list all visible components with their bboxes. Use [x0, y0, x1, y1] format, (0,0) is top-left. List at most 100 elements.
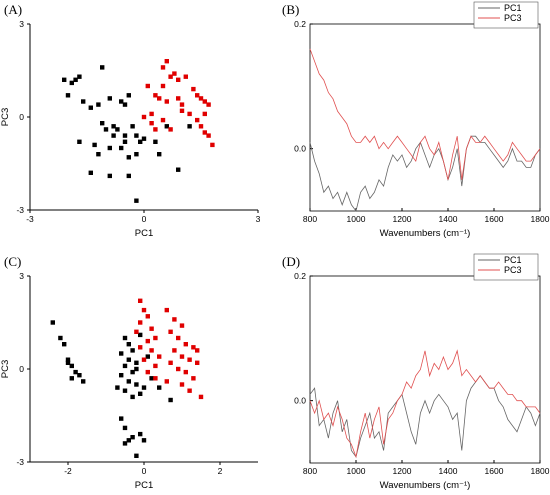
series-line-pc3 — [309, 349, 541, 459]
data-point — [69, 80, 74, 86]
data-point — [107, 145, 112, 151]
y-tick-label: -3 — [16, 457, 24, 467]
data-point — [172, 317, 177, 322]
data-point — [138, 345, 143, 350]
data-point — [191, 345, 196, 350]
data-point — [77, 139, 82, 144]
data-point — [130, 369, 135, 375]
data-point — [157, 96, 162, 101]
panel-a-label: (A) — [4, 2, 22, 17]
data-point — [176, 96, 181, 101]
data-point — [126, 438, 131, 443]
data-point — [126, 173, 131, 179]
data-point — [130, 435, 135, 440]
legend-label-pc3: PC3 — [504, 265, 522, 275]
y-axis-title: PC3 — [0, 360, 11, 378]
data-point — [103, 127, 109, 132]
data-point — [141, 357, 147, 362]
data-point — [145, 83, 150, 89]
data-point — [153, 139, 158, 144]
data-point — [134, 198, 139, 203]
data-point — [119, 145, 124, 151]
x-tick-label: -3 — [26, 214, 34, 224]
data-point — [138, 431, 143, 437]
data-point — [145, 369, 150, 375]
data-point — [157, 354, 162, 359]
data-point — [50, 320, 55, 325]
data-point — [157, 385, 162, 390]
data-point — [138, 298, 143, 303]
data-point — [130, 124, 135, 129]
data-point — [168, 397, 173, 403]
data-point — [206, 102, 211, 107]
data-point — [160, 83, 166, 89]
x-tick-label: 800 — [303, 214, 317, 224]
data-point — [149, 111, 154, 117]
plot-frame — [309, 23, 541, 212]
series-line-pc1 — [309, 375, 541, 458]
data-point — [73, 369, 78, 375]
data-point — [115, 385, 120, 390]
x-tick-label: 1600 — [485, 214, 504, 224]
data-point — [111, 133, 116, 138]
x-tick-label: 1400 — [439, 214, 458, 224]
data-point — [100, 121, 105, 126]
y-tick-label: 3 — [19, 271, 24, 281]
data-point — [65, 357, 71, 362]
x-tick-label: 1600 — [485, 466, 504, 476]
legend-label-pc3: PC3 — [504, 13, 522, 23]
legend-label-pc1: PC1 — [504, 255, 522, 265]
data-point — [130, 348, 135, 353]
data-point — [122, 139, 128, 144]
spectrum-plot-d: 800 1000 1200 1400 1600 1800 0.2 0.0 Wavenumbers… — [294, 253, 550, 491]
data-point — [172, 348, 177, 353]
plot-frame — [309, 275, 541, 464]
data-point — [202, 111, 207, 117]
data-point — [122, 133, 128, 138]
data-point — [100, 65, 105, 70]
data-point — [77, 74, 82, 79]
data-point — [141, 136, 147, 141]
data-point — [153, 335, 158, 341]
y-tick-label: 0 — [19, 112, 24, 122]
data-point — [126, 93, 131, 98]
data-point — [179, 354, 185, 359]
data-point — [145, 354, 150, 359]
data-point — [134, 382, 139, 387]
x-axis-title: PC1 — [135, 480, 153, 491]
data-point — [107, 96, 112, 101]
data-point — [153, 127, 158, 132]
data-point — [164, 99, 169, 104]
data-point — [126, 379, 131, 384]
data-point — [172, 71, 177, 76]
data-point — [198, 394, 204, 400]
data-point — [160, 65, 166, 70]
data-point — [122, 363, 128, 369]
data-point — [58, 335, 63, 341]
data-point — [81, 99, 86, 104]
data-point — [168, 360, 173, 365]
y-tick-label: 0 — [19, 364, 24, 374]
data-point — [176, 77, 181, 82]
data-point — [130, 394, 135, 400]
data-point — [149, 376, 154, 381]
data-point — [65, 360, 71, 365]
data-point — [115, 127, 120, 132]
y-tick-label: 0.2 — [294, 271, 306, 281]
data-point — [198, 124, 204, 129]
x-tick-label: 0 — [142, 466, 147, 476]
data-point — [134, 329, 139, 334]
data-point — [122, 441, 128, 446]
x-axis-title: Wavenumbers (cm⁻¹) — [380, 480, 471, 491]
data-point — [141, 307, 147, 313]
data-point — [134, 453, 139, 458]
data-point — [176, 366, 181, 372]
x-tick-label: 800 — [303, 466, 317, 476]
data-point — [62, 342, 67, 347]
data-point — [77, 373, 82, 378]
data-point — [183, 74, 188, 79]
data-point — [69, 363, 74, 369]
data-point — [126, 357, 131, 362]
data-point — [195, 360, 200, 365]
data-point — [88, 170, 93, 175]
